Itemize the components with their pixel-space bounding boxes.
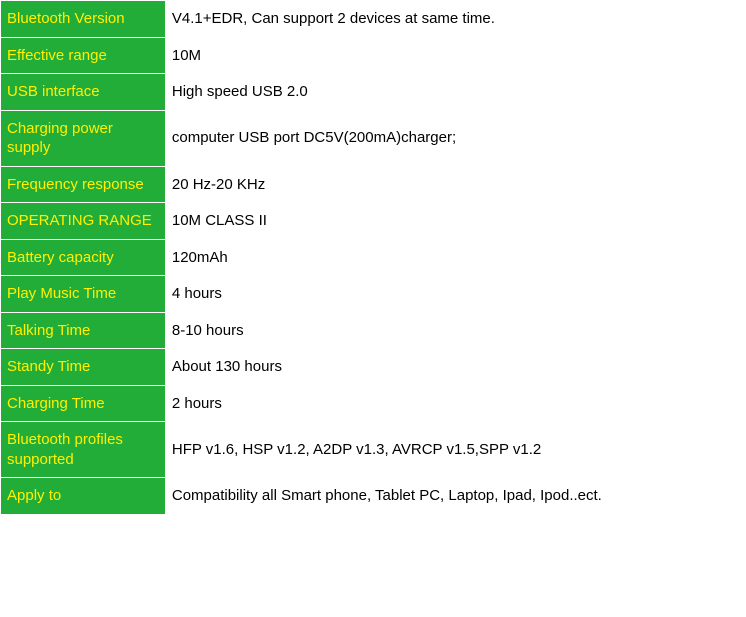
table-row: Apply to Compatibility all Smart phone, … <box>1 478 746 515</box>
spec-label: Bluetooth profiles supported <box>1 422 166 478</box>
spec-value: High speed USB 2.0 <box>165 74 745 111</box>
spec-value: About 130 hours <box>165 349 745 386</box>
spec-label: Talking Time <box>1 312 166 349</box>
spec-value: 10M <box>165 37 745 74</box>
spec-label: Apply to <box>1 478 166 515</box>
spec-value: 8-10 hours <box>165 312 745 349</box>
table-row: Charging Time 2 hours <box>1 385 746 422</box>
specifications-table: Bluetooth Version V4.1+EDR, Can support … <box>0 0 746 515</box>
spec-label: Play Music Time <box>1 276 166 313</box>
spec-label: Charging Time <box>1 385 166 422</box>
spec-value: 4 hours <box>165 276 745 313</box>
spec-label: Battery capacity <box>1 239 166 276</box>
table-row: Battery capacity 120mAh <box>1 239 746 276</box>
table-row: Talking Time 8-10 hours <box>1 312 746 349</box>
table-row: Bluetooth profiles supported HFP v1.6, H… <box>1 422 746 478</box>
table-body: Bluetooth Version V4.1+EDR, Can support … <box>1 1 746 515</box>
spec-value: V4.1+EDR, Can support 2 devices at same … <box>165 1 745 38</box>
table-row: Charging power supply computer USB port … <box>1 110 746 166</box>
table-row: Effective range 10M <box>1 37 746 74</box>
table-row: Bluetooth Version V4.1+EDR, Can support … <box>1 1 746 38</box>
spec-label: Effective range <box>1 37 166 74</box>
spec-value: Compatibility all Smart phone, Tablet PC… <box>165 478 745 515</box>
spec-value: HFP v1.6, HSP v1.2, A2DP v1.3, AVRCP v1.… <box>165 422 745 478</box>
spec-value: 120mAh <box>165 239 745 276</box>
table-row: Play Music Time 4 hours <box>1 276 746 313</box>
spec-value: 20 Hz-20 KHz <box>165 166 745 203</box>
table-row: OPERATING RANGE 10M CLASS II <box>1 203 746 240</box>
table-row: USB interface High speed USB 2.0 <box>1 74 746 111</box>
spec-label: Standy Time <box>1 349 166 386</box>
spec-value: 10M CLASS II <box>165 203 745 240</box>
spec-value: 2 hours <box>165 385 745 422</box>
spec-label: Charging power supply <box>1 110 166 166</box>
table-row: Standy Time About 130 hours <box>1 349 746 386</box>
spec-label: Frequency response <box>1 166 166 203</box>
spec-value: computer USB port DC5V(200mA)charger; <box>165 110 745 166</box>
table-row: Frequency response 20 Hz-20 KHz <box>1 166 746 203</box>
spec-label: USB interface <box>1 74 166 111</box>
spec-label: Bluetooth Version <box>1 1 166 38</box>
spec-label: OPERATING RANGE <box>1 203 166 240</box>
